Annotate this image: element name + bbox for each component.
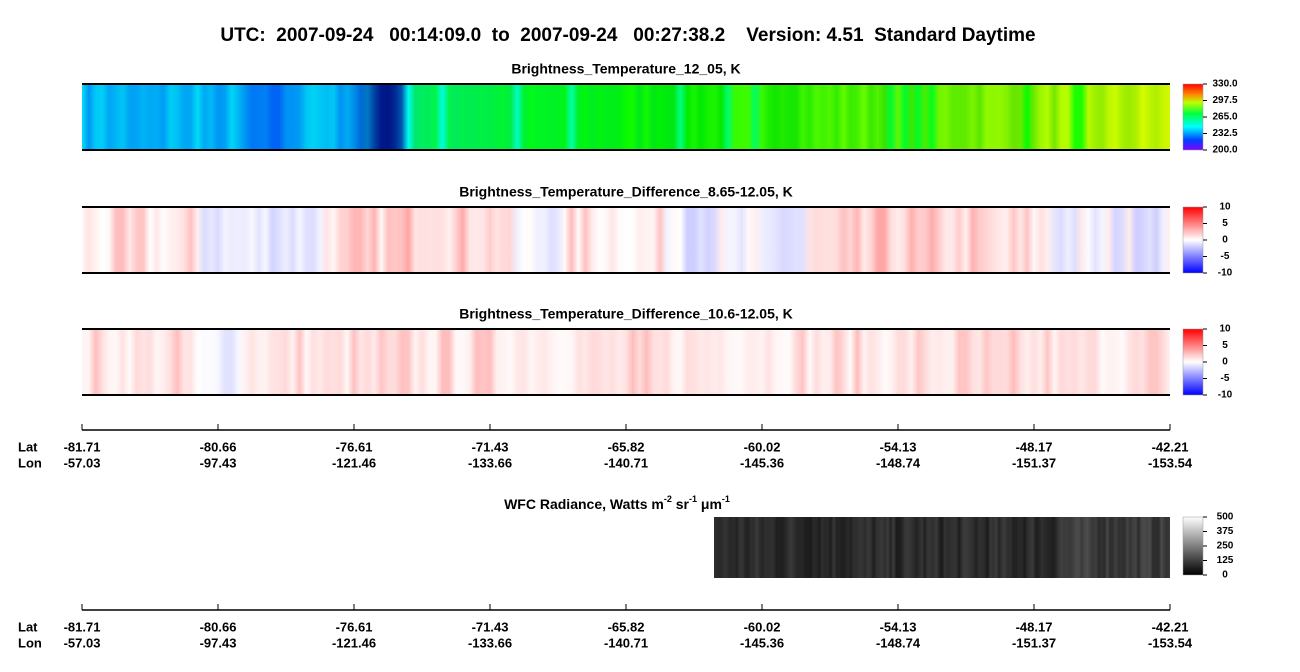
lon-label: -153.54 (1148, 455, 1193, 470)
colorbar (1182, 206, 1204, 274)
panel-title: Brightness_Temperature_Difference_8.65-1… (459, 184, 793, 200)
colorbar-tick-label: 200.0 (1212, 145, 1237, 156)
lat-label: -60.02 (744, 619, 781, 634)
lat-label: -81.71 (64, 619, 101, 634)
lon-label: -148.74 (876, 455, 921, 470)
title-part: -1 (722, 494, 730, 504)
colorbar-tick-label: 375 (1217, 526, 1234, 537)
lon-label: -133.66 (468, 455, 512, 470)
colorbar-tick-label: 232.5 (1212, 128, 1237, 139)
image-strip (714, 517, 1170, 578)
lon-label: -151.37 (1012, 635, 1056, 650)
colorbar-tick-label: 10 (1219, 202, 1231, 213)
colorbar-tick-label: 265.0 (1212, 112, 1237, 123)
lat-label: -48.17 (1016, 439, 1053, 454)
colorbar-tick-label: 297.5 (1212, 95, 1237, 106)
lon-label: -148.74 (876, 635, 921, 650)
colorbar-tick-label: -5 (1221, 251, 1230, 262)
lat-label: -54.13 (880, 439, 917, 454)
colorbar-tick-label: 10 (1219, 324, 1231, 335)
colorbar-tick-label: 0 (1222, 570, 1228, 581)
lon-label: -121.46 (332, 455, 376, 470)
colorbar-tick-label: 5 (1222, 218, 1228, 229)
axis-label: Lat (18, 439, 38, 454)
lon-label: -140.71 (604, 455, 648, 470)
lat-label: -80.66 (200, 619, 237, 634)
title-part: -2 (664, 494, 672, 504)
colorbar (1182, 328, 1204, 396)
lat-label: -81.71 (64, 439, 101, 454)
lon-label: -153.54 (1148, 635, 1193, 650)
colorbar-tick-label: 500 (1217, 512, 1234, 523)
lat-label: -76.61 (336, 619, 373, 634)
lon-label: -145.36 (740, 635, 784, 650)
image-strip (82, 207, 1170, 273)
lon-label: -97.43 (200, 455, 237, 470)
lon-label: -121.46 (332, 635, 376, 650)
colorbar-tick-label: 330.0 (1212, 79, 1237, 90)
lon-label: -97.43 (200, 635, 237, 650)
panel-title: Brightness_Temperature_Difference_10.6-1… (459, 306, 793, 322)
lat-label: -80.66 (200, 439, 237, 454)
lat-label: -71.43 (472, 439, 509, 454)
colorbar (1182, 516, 1204, 576)
colorbar-tick-label: 0 (1222, 357, 1228, 368)
colorbar-tick-label: -5 (1221, 373, 1230, 384)
lat-label: -71.43 (472, 619, 509, 634)
lat-label: -60.02 (744, 439, 781, 454)
lon-label: -151.37 (1012, 455, 1056, 470)
panel-title: Brightness_Temperature_12_05, K (511, 61, 740, 77)
lat-label: -65.82 (608, 439, 645, 454)
colorbar-tick-label: 0 (1222, 235, 1228, 246)
lon-label: -145.36 (740, 455, 784, 470)
lon-label: -57.03 (64, 635, 101, 650)
colorbar-tick-label: -10 (1218, 390, 1233, 401)
colorbar-tick-label: 250 (1217, 541, 1234, 552)
image-strip (82, 329, 1170, 395)
colorbar-tick-label: 125 (1217, 555, 1234, 566)
lon-label: -133.66 (468, 635, 512, 650)
title-part: μm (697, 496, 722, 512)
axis-label: Lon (18, 635, 42, 650)
colorbar-tick-label: 5 (1222, 340, 1228, 351)
colorbar (1182, 83, 1204, 151)
colorbar-tick-label: -10 (1218, 268, 1233, 279)
lat-label: -54.13 (880, 619, 917, 634)
lat-label: -42.21 (1152, 439, 1189, 454)
lon-label: -57.03 (64, 455, 101, 470)
image-strip (82, 84, 1170, 150)
axis-label: Lat (18, 619, 38, 634)
title-part: -1 (689, 494, 697, 504)
lat-label: -42.21 (1152, 619, 1189, 634)
lat-label: -76.61 (336, 439, 373, 454)
title-part: sr (672, 496, 690, 512)
lat-label: -48.17 (1016, 619, 1053, 634)
panel-title: WFC Radiance, Watts m-2 sr-1 μm-1 (504, 494, 730, 511)
axis-label: Lon (18, 455, 42, 470)
title-part: WFC Radiance, Watts m (504, 496, 664, 512)
title: UTC: 2007-09-24 00:14:09.0 to 2007-09-24… (220, 25, 1035, 46)
lat-label: -65.82 (608, 619, 645, 634)
lon-label: -140.71 (604, 635, 648, 650)
